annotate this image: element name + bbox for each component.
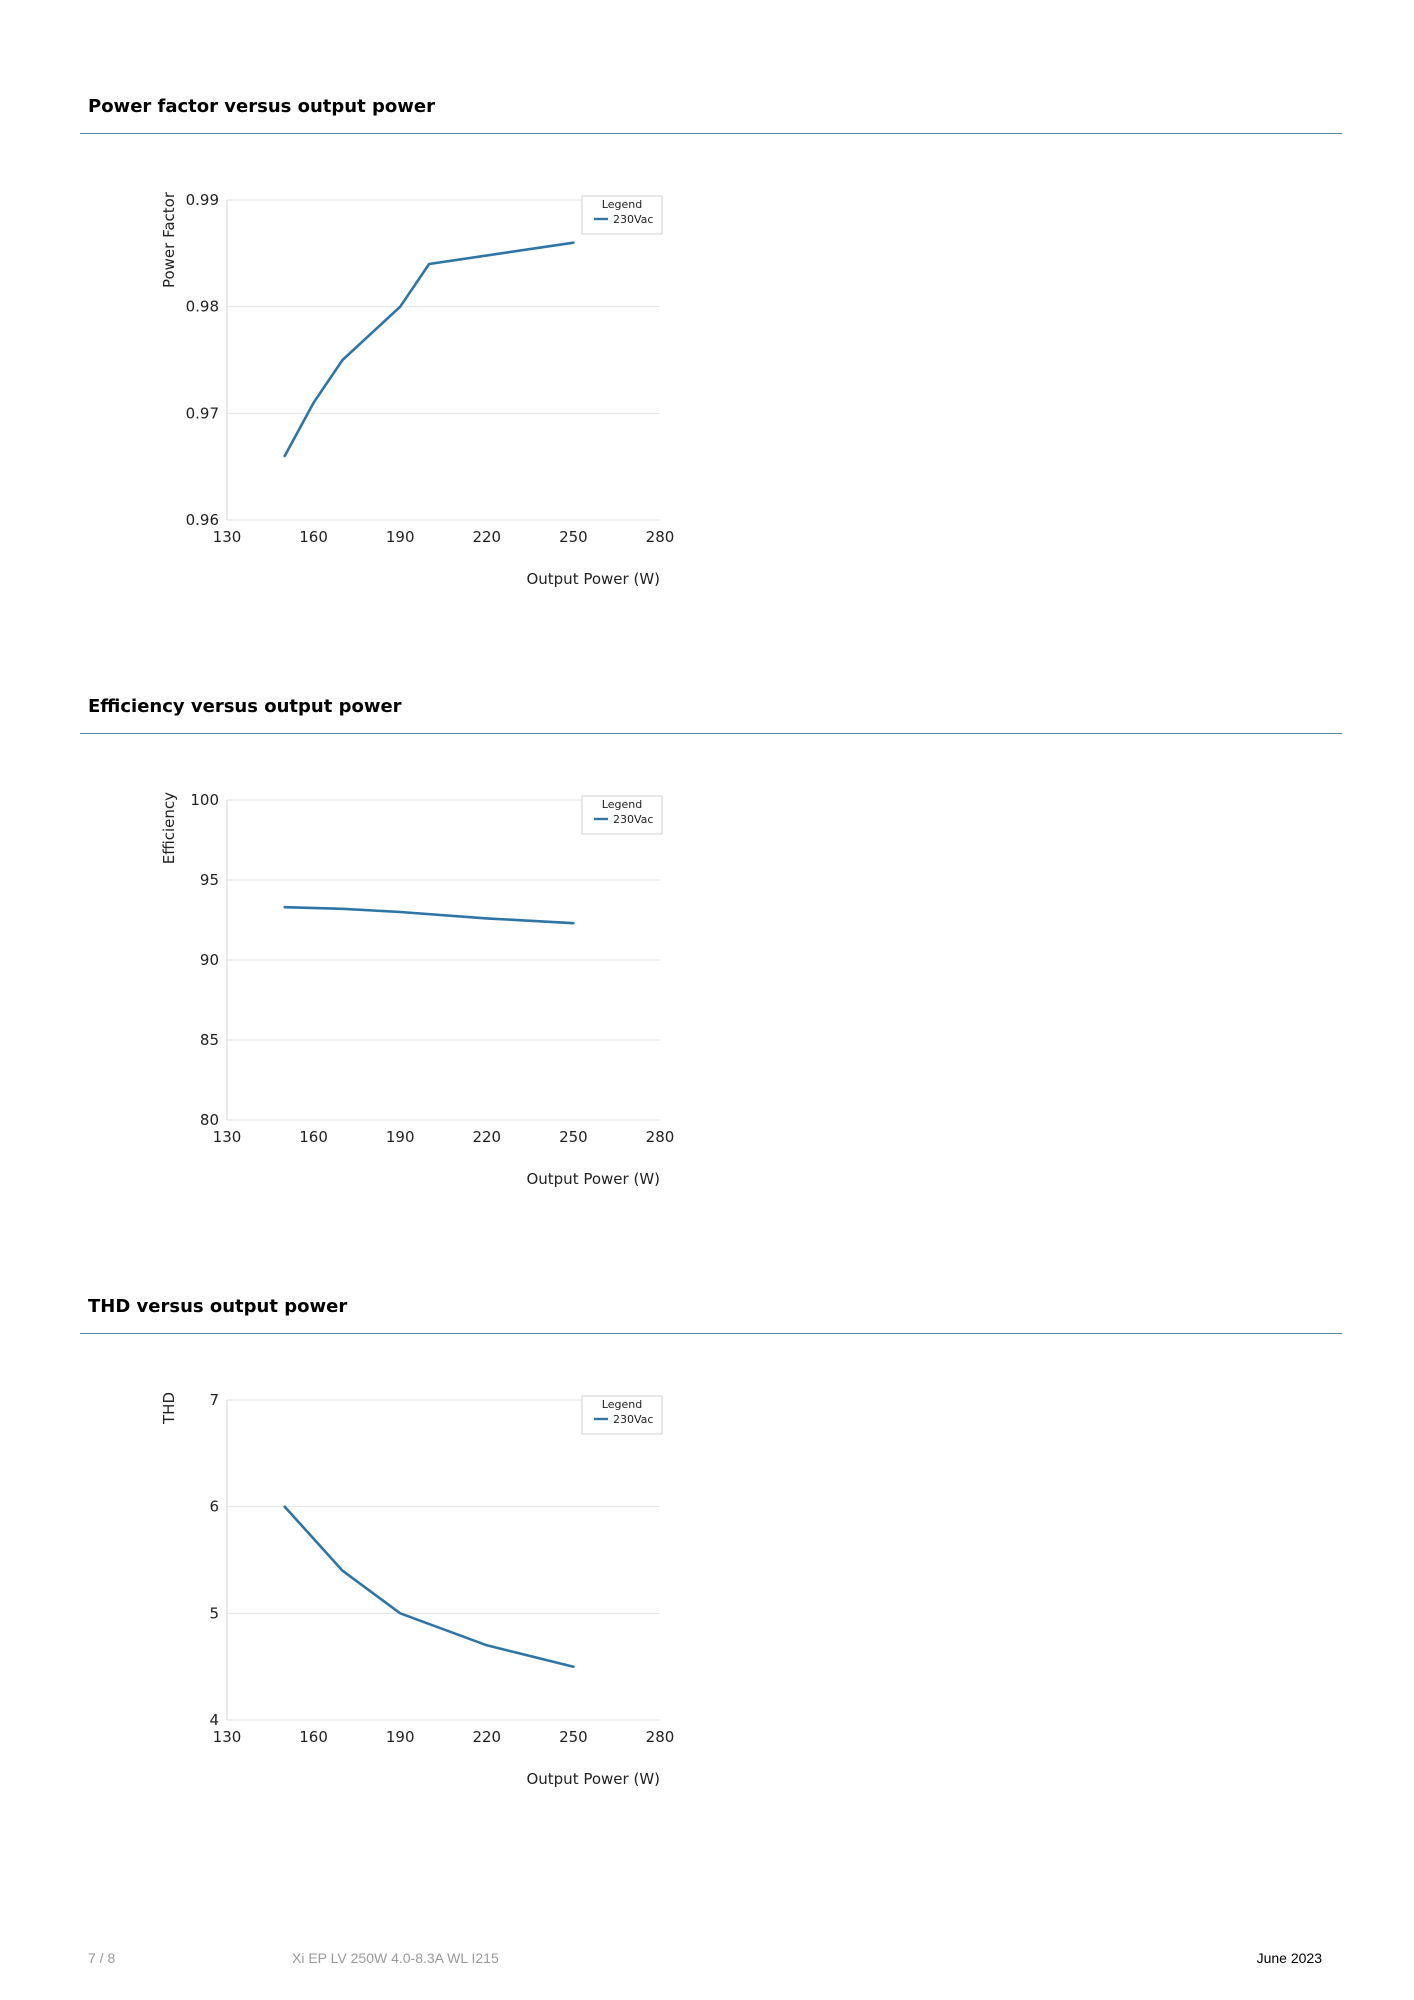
x-tick-label: 280: [646, 528, 675, 546]
legend-label: 230Vac: [613, 213, 653, 226]
x-tick-label: 160: [299, 1128, 328, 1146]
series-line-230Vac: [283, 1505, 575, 1669]
y-tick-label: 80: [200, 1111, 219, 1129]
x-tick-label: 160: [299, 528, 328, 546]
x-tick-label: 130: [213, 1128, 242, 1146]
footer-date: June 2023: [1256, 1950, 1322, 1966]
x-tick-label: 190: [386, 1128, 415, 1146]
x-tick-label: 220: [472, 528, 501, 546]
section-divider: [80, 733, 1342, 734]
y-tick-label: 4: [209, 1711, 219, 1729]
thd-chart: 4 5 6 7 130 160 190 220 250 280 Output Power (W) TH…: [160, 1391, 675, 1788]
footer-page-number: 7 / 8: [88, 1950, 116, 1966]
y-tick-label: 100: [190, 791, 219, 809]
x-tick-label: 130: [213, 528, 242, 546]
legend: Legend 230Vac: [581, 195, 663, 235]
legend-box: [581, 1395, 663, 1435]
legend-title: Legend: [602, 798, 642, 811]
x-tick-label: 190: [386, 528, 415, 546]
y-tick-label: 0.96: [186, 511, 219, 529]
y-axis-title: Efficiency: [160, 792, 178, 864]
x-tick-label: 190: [386, 1728, 415, 1746]
legend-box: [581, 795, 663, 835]
x-tick-label: 160: [299, 1728, 328, 1746]
legend: Legend 230Vac: [581, 795, 663, 835]
legend-box: [581, 195, 663, 235]
section-title: Power factor versus output power: [88, 96, 435, 117]
footer-document-name: Xi EP LV 250W 4.0-8.3A WL I215: [292, 1950, 499, 1966]
y-tick-label: 6: [209, 1498, 219, 1516]
x-axis-title: Output Power (W): [526, 1770, 660, 1788]
y-tick-label: 90: [200, 951, 219, 969]
x-tick-label: 250: [559, 528, 588, 546]
legend-label: 230Vac: [613, 1413, 653, 1426]
y-tick-label: 95: [200, 871, 219, 889]
y-axis-title: THD: [160, 1392, 178, 1425]
y-tick-label: 0.98: [186, 298, 219, 316]
x-axis-title: Output Power (W): [526, 570, 660, 588]
x-tick-label: 250: [559, 1728, 588, 1746]
series-line-230Vac: [283, 905, 575, 925]
y-tick-label: 85: [200, 1031, 219, 1049]
legend-title: Legend: [602, 1398, 642, 1411]
x-tick-label: 220: [472, 1128, 501, 1146]
section-divider: [80, 133, 1342, 134]
section-title: THD versus output power: [88, 1296, 348, 1317]
y-tick-label: 5: [209, 1604, 219, 1622]
x-axis-title: Output Power (W): [526, 1170, 660, 1188]
x-tick-label: 130: [213, 1728, 242, 1746]
efficiency-chart: 80 85 90 95 100 130 160 190 220 250 280 Output Powe…: [160, 791, 675, 1188]
series-line-230Vac: [283, 241, 575, 458]
y-tick-label: 0.97: [186, 404, 219, 422]
legend-label: 230Vac: [613, 813, 653, 826]
x-tick-label: 250: [559, 1128, 588, 1146]
section-divider: [80, 1333, 1342, 1334]
x-tick-label: 280: [646, 1728, 675, 1746]
power-factor-chart: 0.96 0.97 0.98 0.99 130 160 190 220 250 280 Output…: [160, 191, 675, 588]
y-tick-label: 7: [209, 1391, 219, 1409]
legend-title: Legend: [602, 198, 642, 211]
y-tick-label: 0.99: [186, 191, 219, 209]
x-tick-label: 280: [646, 1128, 675, 1146]
x-tick-label: 220: [472, 1728, 501, 1746]
y-axis-title: Power Factor: [160, 191, 178, 288]
section-title: Efficiency versus output power: [88, 696, 402, 717]
legend: Legend 230Vac: [581, 1395, 663, 1435]
